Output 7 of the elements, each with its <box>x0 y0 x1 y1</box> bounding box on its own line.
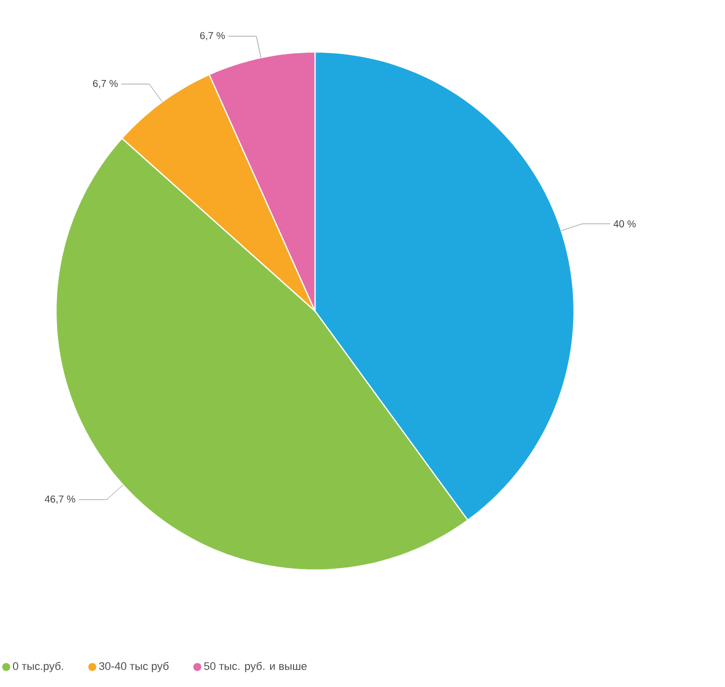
legend-label: 30-40 тыс руб <box>99 662 169 672</box>
legend-label: 50 тыс. руб. и выше <box>204 662 307 672</box>
data-label: 6,7 % <box>93 80 118 88</box>
data-label: 40 % <box>614 220 636 228</box>
data-label: 46,7 % <box>44 496 76 504</box>
legend-label: 0 тыс.руб. <box>12 662 64 672</box>
data-label: 6,7 % <box>200 32 225 40</box>
